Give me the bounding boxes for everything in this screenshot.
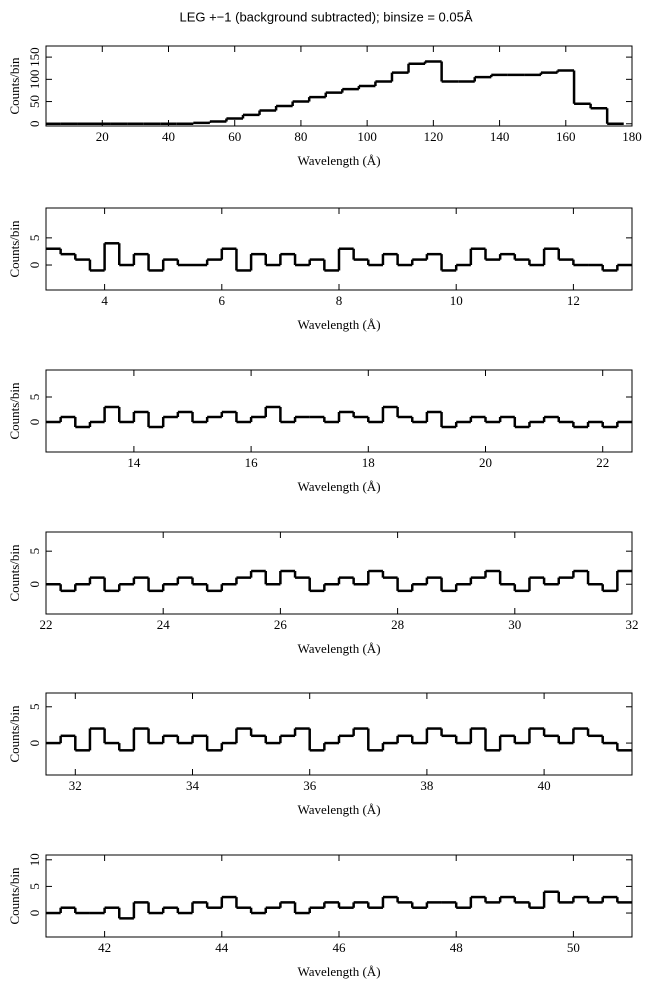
x-tick-label: 40 <box>162 129 175 144</box>
x-tick-label: 36 <box>303 778 317 793</box>
y-tick-label: 5 <box>27 704 42 711</box>
step-riser <box>59 243 619 271</box>
step-riser <box>59 891 619 919</box>
x-tick-label: 18 <box>362 455 375 470</box>
y-axis-label: Counts/bin <box>7 382 22 440</box>
plot-frame <box>45 692 633 776</box>
x-tick-label: 16 <box>245 455 259 470</box>
y-tick-label: 0 <box>27 581 42 588</box>
y-tick-label: 150 <box>27 47 42 67</box>
x-tick-label: 100 <box>357 129 377 144</box>
x-tick-label: 38 <box>420 778 433 793</box>
y-tick-label: 0 <box>27 740 42 747</box>
x-tick-label: 20 <box>479 455 492 470</box>
x-axis-label: Wavelength (Å) <box>297 964 380 979</box>
y-axis-label: Counts/bin <box>7 867 22 925</box>
plot-frame <box>45 369 633 453</box>
x-tick-label: 48 <box>450 940 463 955</box>
y-tick-label: 10 <box>27 853 42 866</box>
y-axis-label: Counts/bin <box>7 220 22 278</box>
y-tick-label: 0 <box>27 121 42 128</box>
x-tick-label: 180 <box>622 129 642 144</box>
x-tick-label: 50 <box>567 940 580 955</box>
x-tick-label: 140 <box>490 129 510 144</box>
y-tick-label: 100 <box>27 70 42 90</box>
step-riser <box>59 571 619 591</box>
y-tick-label: 5 <box>27 394 42 401</box>
figure-title: LEG +−1 (background subtracted); binsize… <box>179 9 472 24</box>
y-axis-label: Counts/bin <box>7 544 22 602</box>
x-tick-label: 120 <box>424 129 444 144</box>
y-tick-label: 5 <box>27 235 42 242</box>
x-tick-label: 10 <box>450 293 463 308</box>
x-axis-label: Wavelength (Å) <box>297 479 380 494</box>
x-tick-label: 46 <box>333 940 347 955</box>
x-axis-label: Wavelength (Å) <box>297 153 380 168</box>
x-tick-label: 30 <box>508 617 521 632</box>
y-tick-label: 0 <box>27 419 42 426</box>
x-tick-label: 14 <box>127 455 141 470</box>
step-riser <box>59 407 619 427</box>
x-tick-label: 4 <box>101 293 108 308</box>
x-tick-label: 24 <box>157 617 171 632</box>
y-axis-label: Counts/bin <box>7 705 22 763</box>
x-tick-label: 22 <box>40 617 53 632</box>
x-axis-label: Wavelength (Å) <box>297 317 380 332</box>
x-tick-label: 32 <box>69 778 82 793</box>
y-axis-label: Counts/bin <box>7 57 22 115</box>
x-tick-label: 32 <box>626 617 639 632</box>
plot-frame <box>45 45 633 127</box>
x-tick-label: 12 <box>567 293 580 308</box>
x-tick-label: 8 <box>336 293 343 308</box>
x-tick-label: 40 <box>538 778 551 793</box>
y-tick-label: 5 <box>27 883 42 890</box>
x-tick-label: 42 <box>98 940 111 955</box>
x-tick-label: 6 <box>219 293 226 308</box>
y-tick-label: 0 <box>27 910 42 917</box>
y-tick-label: 50 <box>27 95 42 108</box>
plot-frame <box>45 531 633 615</box>
x-tick-label: 28 <box>391 617 404 632</box>
x-tick-label: 34 <box>186 778 200 793</box>
y-tick-label: 5 <box>27 548 42 555</box>
step-riser <box>59 728 619 751</box>
x-axis-label: Wavelength (Å) <box>297 641 380 656</box>
x-tick-label: 160 <box>556 129 576 144</box>
x-tick-label: 22 <box>596 455 609 470</box>
x-tick-label: 44 <box>215 940 229 955</box>
x-tick-label: 20 <box>96 129 109 144</box>
x-tick-label: 60 <box>228 129 241 144</box>
x-tick-label: 80 <box>294 129 307 144</box>
x-tick-label: 26 <box>274 617 288 632</box>
x-axis-label: Wavelength (Å) <box>297 802 380 817</box>
y-tick-label: 0 <box>27 262 42 269</box>
